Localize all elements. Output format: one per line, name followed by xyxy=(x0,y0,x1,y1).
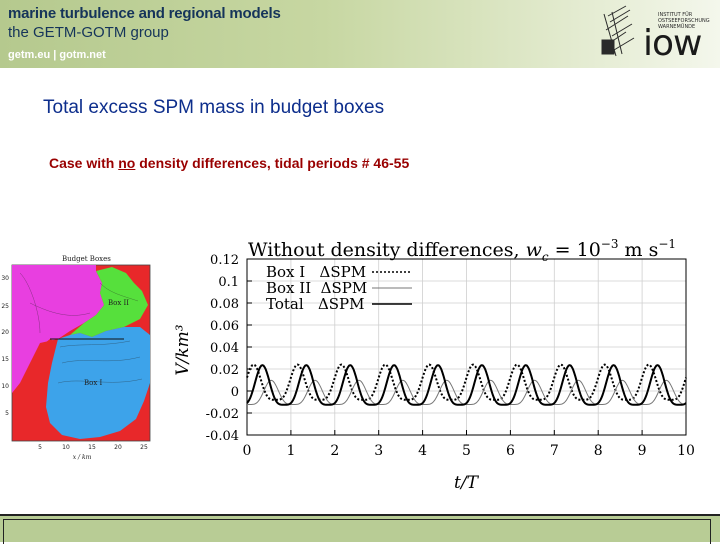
x-axis-label: t/T xyxy=(454,473,480,493)
legend-label-total: Total ΔSPM xyxy=(266,295,365,313)
chart-title: Without density differences, wc = 10−3 m … xyxy=(248,237,676,264)
legend-label-box2: Box II ΔSPM xyxy=(266,279,367,297)
website-links[interactable]: getm.eu | gotm.net xyxy=(8,49,106,61)
map-xtick: 15 xyxy=(88,444,96,451)
header-banner: marine turbulence and regional models th… xyxy=(0,0,720,68)
x-tick-label: 4 xyxy=(418,443,427,459)
x-tick-label: 2 xyxy=(330,443,339,459)
iow-logo-word: iow xyxy=(643,23,702,64)
x-tick-label: 8 xyxy=(594,443,603,459)
footer-frame xyxy=(3,519,711,544)
x-tick-label: 6 xyxy=(506,443,515,459)
x-tick-label: 9 xyxy=(638,443,647,459)
spm-line-chart: Without density differences, wc = 10−3 m … xyxy=(173,237,695,493)
series-total-line xyxy=(246,364,687,406)
box1-region xyxy=(46,327,150,439)
y-tick-label: 0.04 xyxy=(210,341,239,356)
x-tick-label: 5 xyxy=(462,443,471,459)
footer-bar xyxy=(0,514,720,544)
iow-logo-mark xyxy=(601,5,635,57)
box2-label: Box II xyxy=(108,299,129,307)
brand-title: marine turbulence and regional models xyxy=(8,5,281,22)
y-tick-label: 0.06 xyxy=(210,319,239,334)
y-tick-label: -0.04 xyxy=(206,429,239,444)
y-axis-label: V/km³ xyxy=(173,324,193,375)
y-tick-label: 0.02 xyxy=(210,363,239,378)
map-xlabel: x / km xyxy=(73,454,92,461)
map-xtick: 20 xyxy=(114,444,122,451)
y-tick-label: 0 xyxy=(231,385,239,400)
x-tick-label: 10 xyxy=(677,443,695,459)
budget-boxes-map: Budget Boxes Box II Box I 30 25 20 15 10… xyxy=(1,255,151,461)
map-title: Budget Boxes xyxy=(62,255,111,263)
map-xtick: 10 xyxy=(62,444,70,451)
map-ytick: 25 xyxy=(1,303,9,310)
y-tick-label: -0.02 xyxy=(206,407,239,422)
map-ytick: 30 xyxy=(1,275,9,282)
institute-name: INSTITUT FÜR OSTSEEFORSCHUNG WARNEMÜNDE xyxy=(658,12,710,30)
map-xtick: 25 xyxy=(140,444,148,451)
brand-subtitle: the GETM-GOTM group xyxy=(8,24,169,41)
y-tick-label: 0.1 xyxy=(218,275,239,290)
slide-subtitle: Case with no density differences, tidal … xyxy=(49,155,410,171)
x-tick-label: 7 xyxy=(550,443,559,459)
y-tick-label: 0.08 xyxy=(210,297,239,312)
slide-title: Total excess SPM mass in budget boxes xyxy=(43,97,385,118)
y-tick-label: 0.12 xyxy=(210,253,239,268)
map-ytick: 20 xyxy=(1,329,9,336)
box2-region xyxy=(70,267,148,337)
x-tick-label: 3 xyxy=(374,443,383,459)
x-tick-label: 1 xyxy=(286,443,295,459)
map-ytick: 10 xyxy=(1,383,9,390)
land-strip xyxy=(34,339,58,421)
series-box2-line xyxy=(247,379,687,405)
map-xtick: 5 xyxy=(38,444,42,451)
map-ytick: 15 xyxy=(1,356,9,363)
map-ytick: 5 xyxy=(5,410,9,417)
box1-label: Box I xyxy=(84,379,103,387)
legend-label-box1: Box I ΔSPM xyxy=(266,263,366,281)
chart-legend: Box I ΔSPM Box II ΔSPM Total ΔSPM xyxy=(266,263,412,313)
shoal-region xyxy=(12,265,104,393)
x-tick-label: 0 xyxy=(243,443,252,459)
